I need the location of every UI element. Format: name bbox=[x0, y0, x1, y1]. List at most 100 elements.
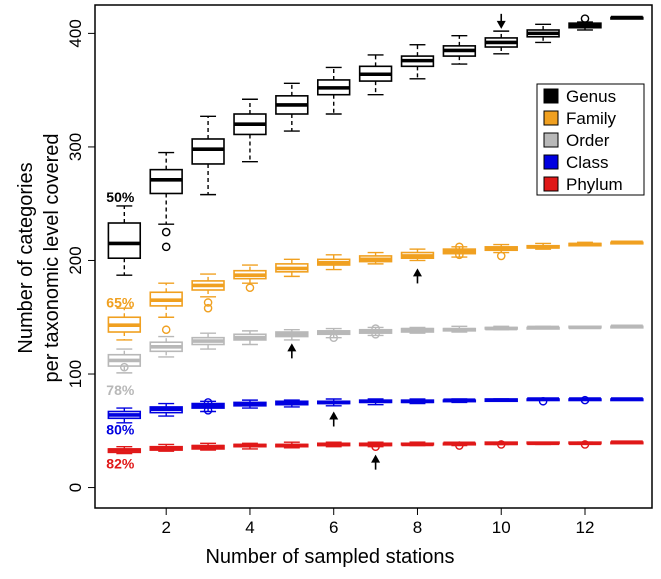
legend-swatch bbox=[543, 176, 559, 192]
box-class bbox=[526, 396, 560, 406]
plot-area: 50% 65% 78% 80% 82% bbox=[94, 4, 653, 509]
annotation-layer: 50% 65% 78% 80% 82% bbox=[106, 13, 506, 472]
box-order bbox=[316, 327, 351, 342]
y-axis: 0 100 200 300 400 bbox=[66, 19, 95, 492]
percent-label: 82% bbox=[106, 456, 135, 472]
box-family bbox=[568, 241, 602, 247]
box-family bbox=[442, 242, 477, 260]
box-phylum bbox=[275, 441, 309, 449]
box-class bbox=[191, 398, 225, 415]
outlier-point bbox=[580, 395, 590, 405]
legend-label: Genus bbox=[566, 87, 616, 106]
outlier-point bbox=[371, 324, 380, 333]
box-genus bbox=[442, 34, 477, 65]
box-class bbox=[610, 397, 644, 402]
box-phylum bbox=[568, 440, 602, 449]
legend-swatch bbox=[543, 110, 559, 126]
box-family bbox=[358, 251, 393, 265]
box-phylum bbox=[107, 445, 142, 455]
y-axis-title: Number of categories per taxonomic level… bbox=[15, 133, 63, 382]
box-order bbox=[610, 324, 644, 329]
y-tick-label: 0 bbox=[66, 483, 85, 492]
box-order bbox=[233, 330, 267, 346]
outlier-point bbox=[329, 333, 339, 342]
y-tick-label-group: 200 bbox=[66, 246, 85, 274]
x-axis: 2 4 6 8 10 12 bbox=[161, 508, 594, 537]
box-class bbox=[275, 399, 309, 408]
outlier-point bbox=[371, 329, 380, 339]
box-phylum bbox=[233, 442, 267, 450]
percent-label: 80% bbox=[106, 422, 135, 438]
box-order bbox=[442, 325, 477, 333]
series-order bbox=[107, 324, 644, 374]
outlier-point bbox=[203, 303, 213, 313]
y-tick-label-group: 0 bbox=[66, 483, 85, 492]
box-genus bbox=[400, 44, 435, 80]
box-class bbox=[233, 399, 267, 409]
x-tick-label: 8 bbox=[413, 518, 422, 537]
series-class bbox=[107, 395, 644, 424]
y-tick-label-group: 300 bbox=[66, 133, 85, 161]
box-class bbox=[568, 395, 602, 405]
legend-label: Class bbox=[566, 153, 609, 172]
box-phylum bbox=[400, 441, 435, 447]
box-phylum bbox=[358, 441, 393, 451]
box-genus bbox=[484, 30, 518, 55]
plot-frame bbox=[94, 4, 653, 509]
box-family bbox=[275, 258, 309, 278]
outlier-point bbox=[120, 362, 129, 372]
x-tick-label: 10 bbox=[492, 518, 511, 537]
box-phylum bbox=[610, 440, 644, 445]
box-family bbox=[526, 242, 560, 250]
legend-swatch bbox=[543, 132, 559, 148]
x-axis-title: Number of sampled stations bbox=[205, 546, 454, 568]
series-phylum bbox=[107, 440, 644, 455]
arrow-marker bbox=[371, 454, 381, 470]
box-phylum bbox=[191, 442, 225, 451]
outlier-point bbox=[580, 14, 590, 23]
arrow-head bbox=[496, 20, 506, 29]
arrow-marker bbox=[496, 13, 506, 29]
box-phylum bbox=[484, 440, 518, 449]
box-family bbox=[316, 254, 351, 271]
box-genus bbox=[358, 54, 393, 96]
y-axis-title-line1: Number of categories bbox=[15, 162, 37, 353]
box-order bbox=[400, 326, 435, 334]
legend: Genus Family Order Class Phylum bbox=[536, 83, 645, 196]
box-order bbox=[275, 329, 309, 341]
box-phylum bbox=[526, 441, 560, 446]
box-phylum bbox=[442, 441, 477, 450]
outlier-point bbox=[496, 251, 506, 261]
y-tick-label: 200 bbox=[66, 246, 85, 274]
box-class bbox=[316, 398, 351, 407]
box-order bbox=[568, 325, 602, 330]
legend-label: Order bbox=[566, 131, 610, 150]
x-tick-label: 4 bbox=[245, 518, 254, 537]
legend-swatch bbox=[543, 88, 559, 104]
x-tick-label: 6 bbox=[329, 518, 338, 537]
outlier-point bbox=[496, 440, 506, 449]
legend-swatch bbox=[543, 154, 559, 170]
box-genus bbox=[275, 82, 309, 132]
legend-label: Phylum bbox=[566, 175, 623, 194]
outlier-point bbox=[455, 250, 464, 260]
box-order bbox=[484, 325, 518, 331]
outlier-point bbox=[203, 398, 213, 407]
series-layer bbox=[107, 14, 644, 455]
y-tick-label: 400 bbox=[66, 19, 85, 47]
y-tick-label: 100 bbox=[66, 360, 85, 388]
outlier-point bbox=[455, 242, 464, 252]
arrow-head bbox=[371, 454, 381, 463]
outlier-point bbox=[203, 298, 213, 307]
y-tick-label: 300 bbox=[66, 133, 85, 161]
box-class bbox=[107, 407, 142, 424]
box-family bbox=[149, 282, 183, 335]
box-order bbox=[107, 348, 142, 374]
arrow-marker bbox=[412, 268, 422, 284]
y-axis-title-line2: per taxonomic level covered bbox=[41, 133, 63, 382]
box-family bbox=[400, 248, 435, 262]
outlier-point bbox=[161, 242, 171, 252]
outlier-point bbox=[161, 325, 171, 335]
box-genus bbox=[610, 15, 644, 20]
